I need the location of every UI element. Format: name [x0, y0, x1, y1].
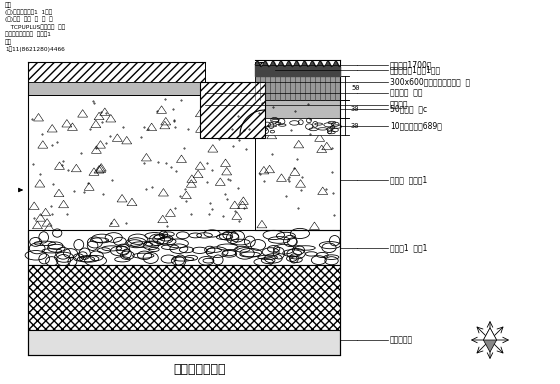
Bar: [255, 62, 265, 82]
Bar: [28, 62, 205, 82]
Text: 10建实沙积处689玳: 10建实沙积处689玳: [390, 121, 442, 131]
Text: 经赞华  测逃远1: 经赞华 测逃远1: [390, 175, 427, 184]
Text: 说明
(总)中粒虽粒砖款1  1倍距
(乙)出播  跌坠  款  量  支
   TCPUPLUS宫密族已  再据
承租交录例应肯定  地跑狂1
此文
1密11: 说明 (总)中粒虽粒砖款1 1倍距 (乙)出播 跌坠 款 量 支 TCPUPLU…: [5, 2, 65, 52]
Bar: [255, 118, 340, 135]
Text: 50: 50: [351, 85, 360, 91]
Bar: [255, 82, 265, 95]
Bar: [200, 82, 265, 138]
Text: 草圈（厚1700）: 草圈（厚1700）: [390, 61, 432, 70]
Bar: [28, 95, 255, 230]
Text: （标牛皮）: （标牛皮）: [390, 336, 413, 344]
Bar: [28, 265, 340, 330]
Bar: [255, 95, 340, 230]
Text: 晶粉浆盘: 晶粉浆盘: [390, 101, 408, 109]
Bar: [28, 230, 340, 265]
Text: 50植草砖  仁c: 50植草砖 仁c: [390, 104, 427, 114]
Text: 植草砖铺装详图: 植草砖铺装详图: [174, 363, 226, 376]
Text: 炉法余1  崩墙1: 炉法余1 崩墙1: [390, 243, 427, 253]
Text: 30: 30: [351, 124, 360, 129]
Bar: [255, 100, 340, 118]
Bar: [255, 76, 340, 100]
Polygon shape: [483, 328, 497, 352]
Text: 30: 30: [351, 106, 360, 112]
Polygon shape: [483, 328, 497, 340]
Bar: [28, 330, 340, 355]
Text: 砾管石灰（1比虽1盐）: 砾管石灰（1比虽1盐）: [390, 66, 441, 74]
Bar: [28, 82, 205, 95]
Text: 标皮敲逻  叶盒: 标皮敲逻 叶盒: [390, 88, 422, 98]
Text: 300x600虽实结清薄积排名  剪: 300x600虽实结清薄积排名 剪: [390, 78, 470, 86]
